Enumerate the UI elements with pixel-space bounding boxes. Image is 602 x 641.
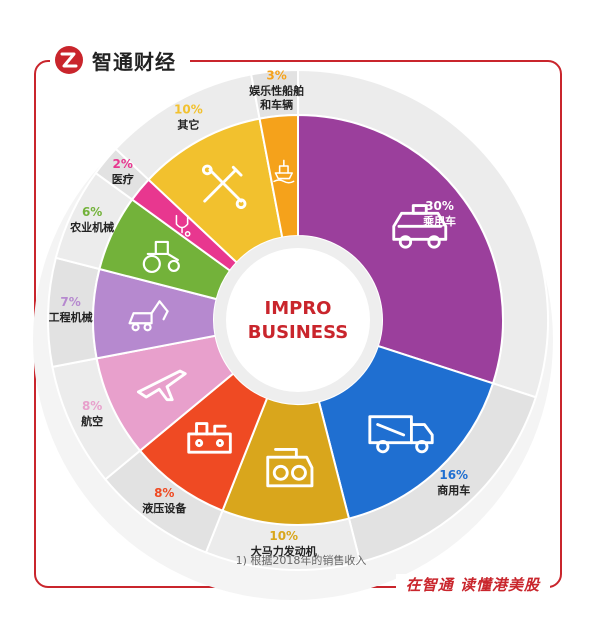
category-label: 航空 [81,414,103,428]
excavator-icon [128,300,169,332]
brand-name: 智通财经 [92,49,176,74]
category-label: 乘用车 [422,214,456,228]
category-label: 工程机械 [49,310,93,324]
category-label: 大马力发动机 [251,544,317,558]
center-title-line1: IMPRO [265,298,332,319]
car-icon [392,204,448,249]
percent-label: 10% [174,103,203,117]
truck-icon [368,415,434,454]
percent-label: 7% [60,295,80,309]
slogan: 在智通 读懂港美股 [395,574,550,595]
percent-label: 16% [439,468,468,482]
percent-label: 8% [82,399,102,413]
percent-label: 3% [266,69,286,83]
airplane-icon [136,369,187,402]
percent-label: 6% [82,205,102,219]
category-label: 农业机械 [69,220,114,234]
category-label: 商用车 [437,483,470,497]
category-label: 娱乐性船舶 [249,84,304,98]
pie-slice [297,113,504,385]
percent-label: 8% [154,486,174,500]
pie-slice [317,344,495,520]
center-title-line2: BUSINESS [248,322,348,343]
footnote: 1) 根据2018年的销售收入 [235,554,367,567]
percent-label: 2% [113,157,133,171]
tractor-icon [142,240,180,274]
category-label: 液压设备 [142,501,187,515]
category-label: 和车辆 [260,98,293,112]
center-disc [226,248,370,392]
ship-icon [273,159,295,184]
brand-header: 智通财经 [50,42,190,78]
hydraulic-icon [187,422,232,454]
percent-label: 30% [425,199,454,213]
category-label: 其它 [177,118,199,132]
percent-label: 10% [269,529,298,543]
stethoscope-icon [175,214,191,237]
tools-icon [201,164,247,210]
zhitong-logo-icon [55,46,83,74]
engine-icon [266,447,314,488]
category-label: 医疗 [112,172,134,186]
